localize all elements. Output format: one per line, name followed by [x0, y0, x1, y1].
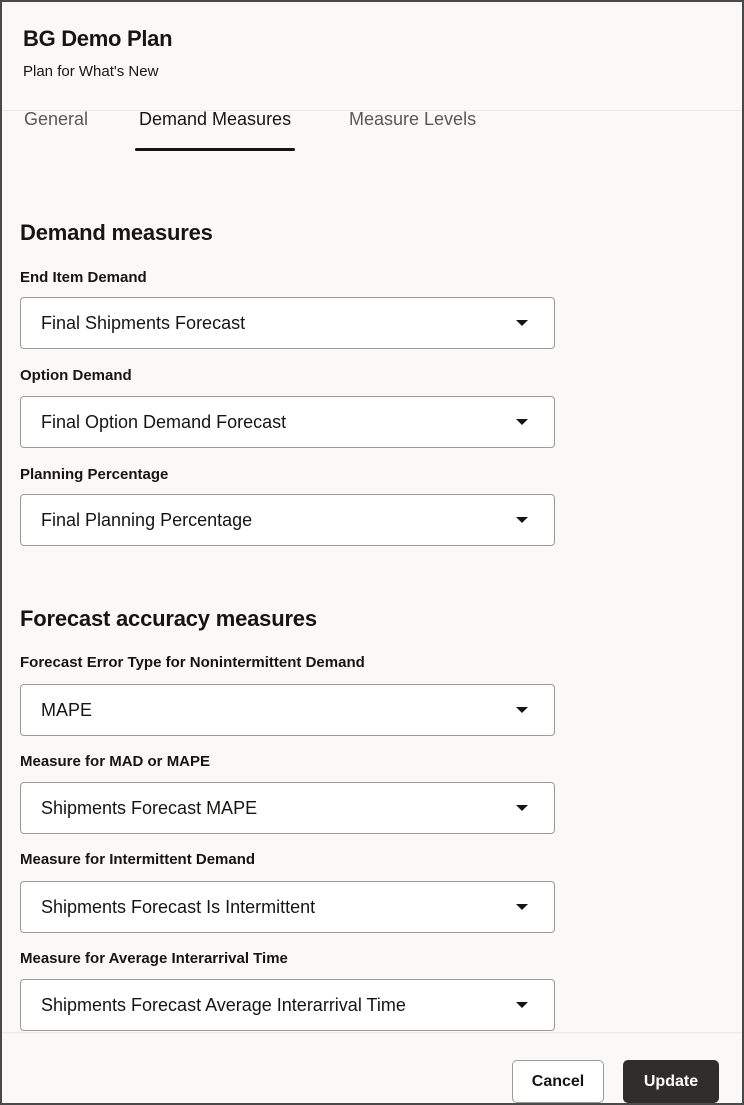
section-heading-forecast-accuracy: Forecast accuracy measures — [20, 606, 317, 631]
update-button[interactable]: Update — [623, 1060, 719, 1103]
field-label: End Item Demand — [20, 269, 147, 286]
select-value: MAPE — [41, 700, 93, 720]
tab-measure-levels[interactable]: Measure Levels — [349, 109, 476, 149]
footer-divider — [2, 1032, 742, 1033]
select-value: Shipments Forecast MAPE — [41, 798, 258, 818]
tab-label: General — [24, 109, 89, 129]
field-label: Option Demand — [20, 367, 132, 384]
page-subtitle: Plan for What's New — [23, 63, 159, 80]
option-demand-select[interactable]: Final Option Demand Forecast — [20, 396, 555, 448]
cancel-button[interactable]: Cancel — [512, 1060, 604, 1103]
header-divider — [2, 110, 742, 111]
field-label: Measure for Intermittent Demand — [20, 851, 256, 868]
select-value: Final Option Demand Forecast — [41, 412, 287, 432]
field-label: Measure for Average Interarrival Time — [20, 950, 288, 967]
field-label: Forecast Error Type for Nonintermittent … — [20, 654, 365, 671]
select-value: Final Planning Percentage — [41, 510, 253, 530]
tab-demand-measures[interactable]: Demand Measures — [135, 109, 296, 151]
select-value: Shipments Forecast Average Interarrival … — [41, 995, 406, 1015]
caret-down-icon — [516, 320, 528, 326]
select-value: Final Shipments Forecast — [41, 313, 246, 333]
active-tab-indicator — [135, 148, 296, 151]
forecast-error-type-select[interactable]: MAPE — [20, 684, 555, 736]
caret-down-icon — [516, 805, 528, 811]
tab-label: Demand Measures — [139, 109, 292, 129]
intermittent-demand-select[interactable]: Shipments Forecast Is Intermittent — [20, 881, 555, 933]
select-value: Shipments Forecast Is Intermittent — [41, 897, 316, 917]
tab-label: Measure Levels — [349, 109, 477, 129]
interarrival-time-select[interactable]: Shipments Forecast Average Interarrival … — [20, 979, 555, 1031]
tab-general[interactable]: General — [24, 109, 88, 149]
caret-down-icon — [516, 1002, 528, 1008]
caret-down-icon — [516, 517, 528, 523]
section-heading-demand-measures: Demand measures — [20, 220, 213, 245]
field-label: Measure for MAD or MAPE — [20, 753, 211, 770]
caret-down-icon — [516, 707, 528, 713]
planning-percentage-select[interactable]: Final Planning Percentage — [20, 494, 555, 546]
caret-down-icon — [516, 904, 528, 910]
page-title: BG Demo Plan — [23, 26, 173, 51]
end-item-demand-select[interactable]: Final Shipments Forecast — [20, 297, 555, 349]
field-label: Planning Percentage — [20, 466, 169, 483]
caret-down-icon — [516, 419, 528, 425]
mad-mape-measure-select[interactable]: Shipments Forecast MAPE — [20, 782, 555, 834]
